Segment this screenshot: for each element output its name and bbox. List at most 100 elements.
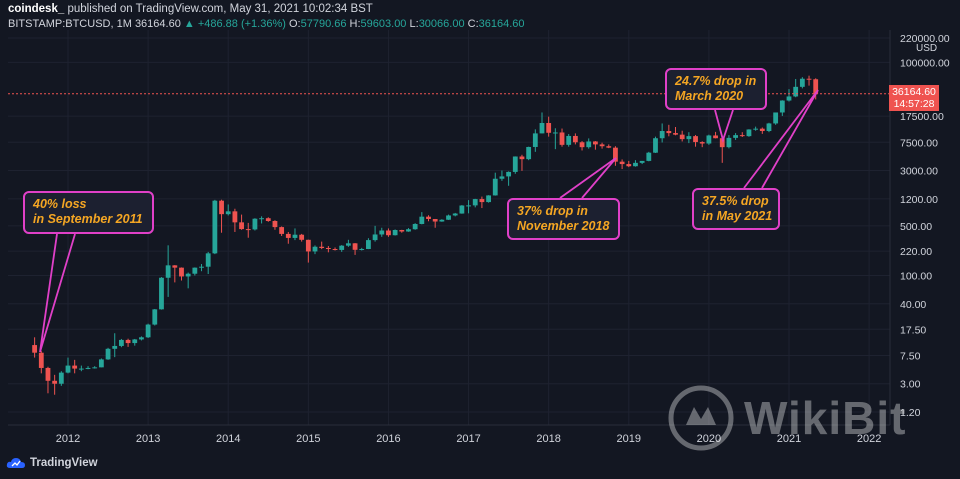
annotation-pointer (714, 109, 734, 144)
candle-body (259, 218, 265, 220)
grid-lines (8, 30, 891, 426)
candle-body (713, 135, 718, 139)
candle-body (546, 123, 552, 133)
candle-body (719, 138, 725, 148)
tradingview-logo[interactable]: TradingView (6, 457, 98, 469)
candle-body (299, 234, 305, 240)
candle-body (439, 219, 445, 222)
candle-body (325, 247, 331, 250)
candle-body (359, 249, 365, 251)
candle-body (813, 79, 819, 94)
x-tick-label: 2022 (857, 433, 881, 445)
candle-body (312, 246, 318, 252)
published-text: published on TradingView.com, May 31, 20… (67, 3, 373, 15)
current-price-tag: 36164.60 14:57:28 (889, 85, 939, 111)
candle-body (392, 229, 398, 236)
candle-body (45, 367, 51, 381)
x-tick-label: 2018 (536, 433, 560, 445)
candle-body (185, 273, 191, 277)
candle-body (179, 267, 184, 277)
candle-body (659, 131, 665, 139)
symbol: BITSTAMP:BTCUSD, 1M (8, 18, 132, 30)
candle-body (466, 205, 471, 207)
candle-body (252, 218, 258, 230)
candle-body (345, 243, 351, 246)
candle-body (379, 230, 385, 235)
candle-body (52, 380, 58, 384)
annotation-line: in September 2011 (33, 212, 143, 226)
y-tick-label: 40.00 (900, 299, 926, 311)
candle-countdown: 14:57:28 (893, 98, 935, 110)
candle-body (452, 213, 458, 216)
annotation-line: 37% drop in (517, 204, 588, 218)
annotation-line: 24.7% drop in (675, 74, 757, 88)
candle-body (165, 265, 171, 278)
x-tick-label: 2012 (56, 433, 80, 445)
candle-body (626, 164, 632, 167)
annotation-line: 37.5% drop (702, 194, 769, 208)
candle-body (172, 265, 178, 268)
x-tick-label: 2014 (216, 433, 240, 445)
candle-body (619, 161, 625, 165)
candle-body (232, 211, 238, 223)
candle-body (285, 233, 291, 238)
y-tick-label: 7500.00 (900, 137, 938, 149)
y-tick-label: 1200.00 (900, 194, 938, 206)
candle-body (339, 245, 345, 250)
candle-body (486, 195, 491, 203)
publisher-name[interactable]: coindesk_ (8, 3, 65, 15)
candle-body (98, 359, 104, 368)
candle-body (746, 129, 752, 137)
y-tick-label: 100000.00 (900, 57, 950, 69)
candle-body (526, 146, 532, 160)
candle-body (419, 216, 425, 224)
candle-body (58, 372, 64, 384)
candle-body (432, 219, 438, 222)
y-tick-label: 1.20 (900, 407, 921, 419)
candle-body (586, 141, 592, 148)
candle-body (766, 123, 772, 132)
footer-bar (0, 450, 960, 479)
y-tick-label: 17.50 (900, 324, 926, 336)
candle-body (65, 365, 71, 373)
candle-body (759, 128, 765, 132)
wikibit-watermark: WikiBit (668, 385, 906, 451)
candle-body (352, 243, 358, 250)
candle-body (726, 137, 732, 148)
annotation-pointer (39, 233, 76, 353)
annotation-line: March 2020 (675, 89, 744, 103)
candle-body (332, 249, 338, 251)
annotation-pointer (559, 157, 617, 199)
y-tick-label: 500.00 (900, 221, 932, 233)
candle-body (38, 352, 44, 368)
candle-body (519, 156, 525, 160)
candle-body (119, 339, 124, 346)
candle-body (372, 234, 378, 241)
annotation-sep2011: 40% loss in September 2011 (23, 191, 154, 234)
candle-body (673, 133, 678, 135)
candle-body (292, 234, 298, 238)
candle-body (406, 229, 411, 232)
low-label: L: (409, 18, 419, 30)
candle-body (592, 141, 598, 145)
candle-body (633, 162, 638, 167)
candle-body (686, 136, 692, 140)
tradingview-cloud-icon (6, 458, 26, 468)
candle-body (219, 200, 224, 215)
annotation-pointers (39, 89, 819, 353)
wikibit-logo-icon (668, 385, 734, 451)
candles (32, 75, 819, 395)
annotation-line: 40% loss (33, 197, 87, 211)
candle-body (779, 100, 785, 113)
candle-body (559, 132, 565, 145)
candle-body (386, 230, 391, 236)
candle-body (739, 135, 745, 137)
x-tick-label: 2020 (697, 433, 721, 445)
y-tick-label: 3.00 (900, 379, 921, 391)
x-axis: 2012 2013 2014 2015 2016 2017 2018 2019 2020 2021… (56, 433, 882, 445)
high-value: 59603.00 (360, 18, 407, 30)
candle-body (125, 339, 131, 344)
candle-body (145, 324, 151, 338)
candle-body (112, 345, 118, 349)
publish-header: coindesk_ published on TradingView.com, … (8, 3, 373, 15)
